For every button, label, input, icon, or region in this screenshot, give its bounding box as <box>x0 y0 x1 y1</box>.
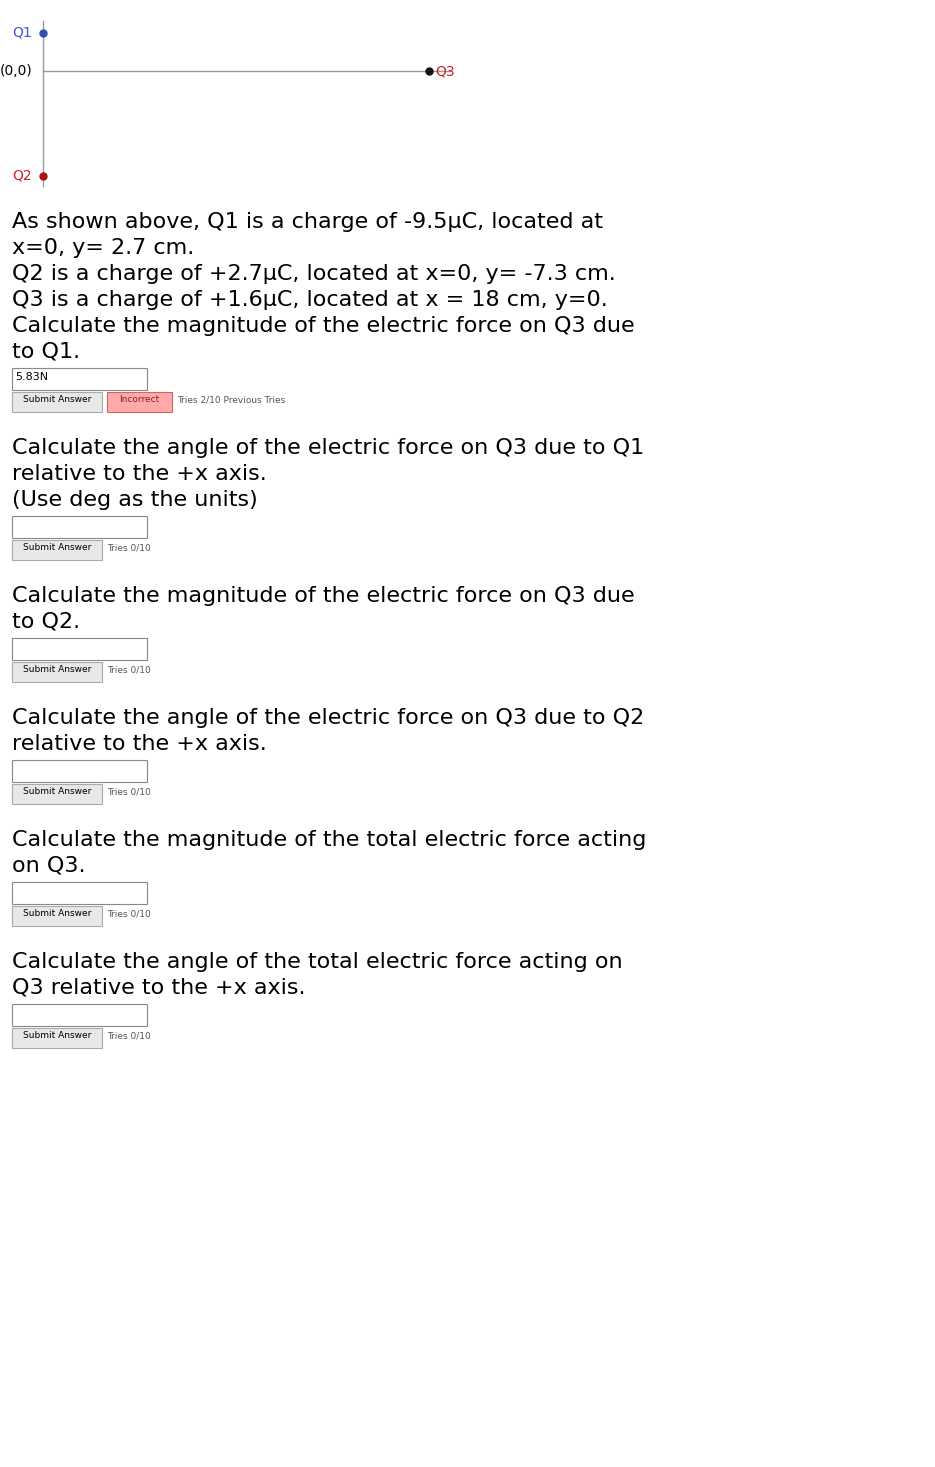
Text: Tries 0/10: Tries 0/10 <box>107 788 151 797</box>
Text: Q1: Q1 <box>12 26 32 40</box>
Text: to Q2.: to Q2. <box>12 612 80 631</box>
Text: Tries 0/10: Tries 0/10 <box>107 1031 151 1040</box>
Text: Q2: Q2 <box>12 169 32 183</box>
Text: Incorrect: Incorrect <box>120 396 160 405</box>
Text: As shown above, Q1 is a charge of -9.5μC, located at: As shown above, Q1 is a charge of -9.5μC… <box>12 211 603 232</box>
FancyBboxPatch shape <box>12 638 147 660</box>
Text: Submit Answer: Submit Answer <box>22 666 92 675</box>
FancyBboxPatch shape <box>12 907 102 926</box>
Text: Q3 relative to the +x axis.: Q3 relative to the +x axis. <box>12 977 306 998</box>
Text: Tries 0/10: Tries 0/10 <box>107 543 151 553</box>
Text: Calculate the angle of the electric force on Q3 due to Q2: Calculate the angle of the electric forc… <box>12 707 644 728</box>
FancyBboxPatch shape <box>12 540 102 560</box>
Text: Q2 is a charge of +2.7μC, located at x=0, y= -7.3 cm.: Q2 is a charge of +2.7μC, located at x=0… <box>12 264 616 283</box>
Text: Tries 2/10 Previous Tries: Tries 2/10 Previous Tries <box>177 396 285 405</box>
Text: Calculate the magnitude of the total electric force acting: Calculate the magnitude of the total ele… <box>12 829 646 849</box>
FancyBboxPatch shape <box>107 392 172 412</box>
Text: on Q3.: on Q3. <box>12 855 85 876</box>
Text: Submit Answer: Submit Answer <box>22 543 92 553</box>
Text: Tries 0/10: Tries 0/10 <box>107 910 151 918</box>
Text: Q3: Q3 <box>435 65 454 78</box>
Text: (0,0): (0,0) <box>0 65 32 78</box>
FancyBboxPatch shape <box>12 1028 102 1047</box>
FancyBboxPatch shape <box>12 783 102 804</box>
Text: relative to the +x axis.: relative to the +x axis. <box>12 464 266 484</box>
Text: (Use deg as the units): (Use deg as the units) <box>12 490 258 509</box>
Text: x=0, y= 2.7 cm.: x=0, y= 2.7 cm. <box>12 238 194 258</box>
FancyBboxPatch shape <box>12 392 102 412</box>
Text: Calculate the magnitude of the electric force on Q3 due: Calculate the magnitude of the electric … <box>12 585 635 606</box>
Text: Calculate the magnitude of the electric force on Q3 due: Calculate the magnitude of the electric … <box>12 315 635 336</box>
Text: Submit Answer: Submit Answer <box>22 1031 92 1040</box>
Text: 5.83N: 5.83N <box>15 371 48 381</box>
Text: Submit Answer: Submit Answer <box>22 788 92 797</box>
Text: relative to the +x axis.: relative to the +x axis. <box>12 734 266 754</box>
Text: Submit Answer: Submit Answer <box>22 396 92 405</box>
FancyBboxPatch shape <box>12 1003 147 1025</box>
Text: to Q1.: to Q1. <box>12 342 80 361</box>
Text: Submit Answer: Submit Answer <box>22 910 92 918</box>
Text: Q3 is a charge of +1.6μC, located at x = 18 cm, y=0.: Q3 is a charge of +1.6μC, located at x =… <box>12 289 608 310</box>
Text: Calculate the angle of the total electric force acting on: Calculate the angle of the total electri… <box>12 952 623 971</box>
FancyBboxPatch shape <box>12 662 102 682</box>
FancyBboxPatch shape <box>12 882 147 904</box>
Text: Calculate the angle of the electric force on Q3 due to Q1: Calculate the angle of the electric forc… <box>12 437 644 458</box>
Text: Tries 0/10: Tries 0/10 <box>107 666 151 675</box>
FancyBboxPatch shape <box>12 516 147 538</box>
FancyBboxPatch shape <box>12 760 147 782</box>
FancyBboxPatch shape <box>12 368 147 390</box>
